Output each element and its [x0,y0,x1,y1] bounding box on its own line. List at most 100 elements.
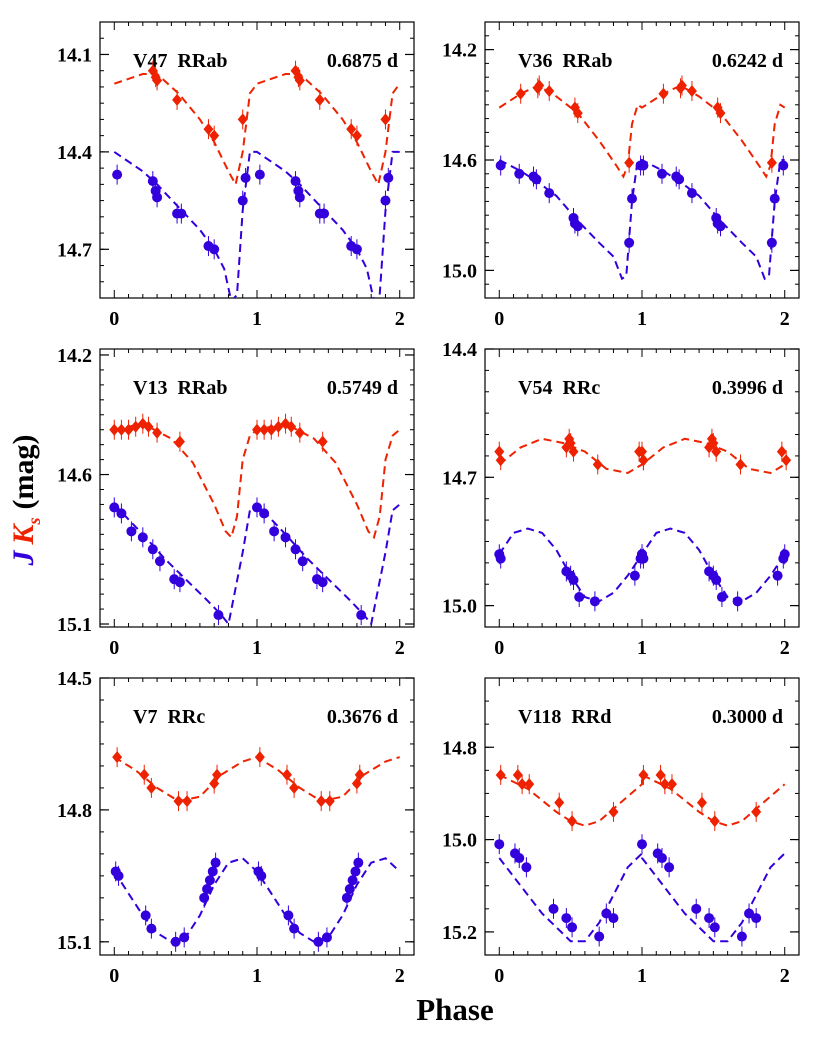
y-tick-label: 14.6 [57,465,92,487]
ks-data-point [209,129,220,142]
j-data-point [629,570,640,581]
j-data-point [638,160,649,171]
ks-data-point [766,156,777,169]
j-data-point [280,532,291,543]
y-tick-label: 14.8 [442,737,477,759]
panel-period-label: 0.3000 d [712,706,783,728]
y-tick-label: 14.2 [57,345,92,367]
j-data-point [113,870,124,881]
j-data-point [772,570,783,581]
j-data-point [732,596,743,607]
j-data-point [294,192,305,203]
ks-data-point [294,426,305,439]
y-tick-label: 14.5 [57,668,92,690]
panel-v54: 0 1 2 14.4 14.7 15.0 V54 RRc 0.3996 d [442,339,800,659]
j-data-point [170,936,181,947]
panel-period-label: 0.5749 d [327,377,398,399]
ks-data-point [354,768,365,781]
ks-data-point [116,423,127,436]
j-data-point [290,544,301,555]
j-data-point [237,195,248,206]
ks-data-point [709,815,720,828]
j-data-point [240,172,251,183]
j-data-point [383,172,394,183]
j-data-point [778,160,789,171]
ks-data-point [776,445,787,458]
x-tick-label: 2 [780,965,790,987]
j-data-point [207,866,218,877]
ks-data-point [112,751,123,764]
x-tick-label: 2 [780,308,790,330]
j-data-point [146,923,157,934]
j-data-point [179,932,190,943]
j-data-point [259,508,270,519]
j-data-point [495,160,506,171]
j-data-point [254,169,265,180]
ks-data-point [735,458,746,471]
j-data-point [137,532,148,543]
j-data-point [319,208,330,219]
ks-data-point [152,74,163,87]
ks-data-point [174,435,185,448]
ks-data-point [711,445,722,458]
j-data-point [521,862,532,873]
ks-data-point [173,795,184,808]
ks-data-point [568,445,579,458]
x-tick-label: 0 [494,965,504,987]
ks-data-point [172,93,183,106]
x-tick-label: 1 [252,965,262,987]
j-data-point [594,931,605,942]
panel-period-label: 0.3996 d [712,377,783,399]
panel-period-label: 0.6242 d [712,50,783,72]
panel-star-label: V36 RRab [518,50,612,72]
ks-data-point [281,768,292,781]
ks-data-point [638,768,649,781]
ks-data-point [351,129,362,142]
ks-data-point [524,778,535,791]
ks-data-point [259,423,270,436]
j-data-point [736,931,747,942]
y-tick-label: 15.0 [442,260,477,282]
ks-data-point [294,74,305,87]
j-data-point [709,922,720,933]
j-data-point [769,193,780,204]
j-data-point [351,244,362,255]
j-data-point [109,502,120,513]
ks-data-point [314,93,325,106]
j-data-point [147,176,158,187]
j-model-curve [113,150,400,298]
j-data-point [608,913,619,924]
ks-data-point [624,156,635,169]
x-tick-label: 0 [494,308,504,330]
panel-plot-area [494,764,786,947]
ks-data-point [324,795,335,808]
ks-data-point [182,795,193,808]
j-data-point [210,857,221,868]
j-data-point [353,857,364,868]
j-data-point [321,932,332,943]
ks-data-point [781,454,792,467]
ks-data-point [544,85,555,97]
j-data-point [568,574,579,585]
j-data-point [176,208,187,219]
ks-data-point [659,778,670,791]
j-data-point [751,913,762,924]
y-tick-label: 14.4 [57,142,92,164]
j-data-point [567,922,578,933]
j-data-point [561,913,572,924]
j-data-point [664,862,675,873]
ks-data-point [254,751,265,764]
ks-data-point [494,445,505,458]
ks-data-point [512,768,523,781]
panel-plot-area [494,428,792,612]
y-axis-label: JKs (mag) [7,434,44,566]
x-tick-label: 2 [395,637,405,659]
j-model-curve [498,159,785,281]
ks-data-point [517,778,528,791]
y-axis-label-unit: (mag) [7,434,40,509]
ks-data-point [696,796,707,809]
j-data-point [112,169,123,180]
j-data-point [380,195,391,206]
panel-star-label: V7 RRc [133,706,205,728]
ks-data-point [608,805,619,818]
